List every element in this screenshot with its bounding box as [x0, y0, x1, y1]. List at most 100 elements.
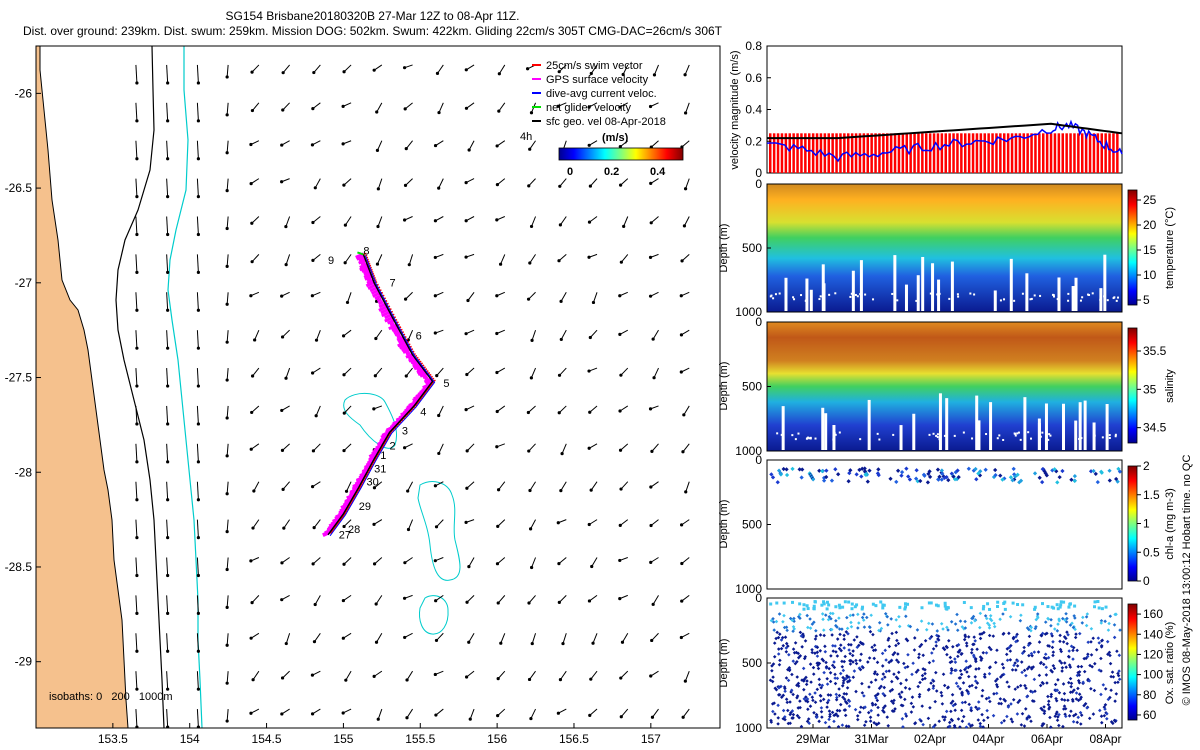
oxygen-point	[1067, 714, 1072, 718]
oxygen-point	[988, 613, 993, 618]
profile-speckle	[1106, 299, 1109, 302]
geostrophic-arrow	[377, 216, 383, 227]
gps-velocity-mark	[417, 369, 427, 377]
gps-velocity-mark	[363, 271, 371, 277]
oxygen-point	[833, 681, 838, 686]
geostrophic-arrow	[166, 140, 169, 159]
oxygen-point	[961, 681, 966, 685]
oxygen-point	[864, 720, 868, 724]
oxygen-point	[797, 715, 801, 720]
profile-speckle	[818, 298, 821, 301]
oxygen-point	[774, 636, 778, 641]
profile-gap	[832, 425, 836, 450]
velocity-ytick-label: 0	[755, 166, 762, 180]
oxygen-point	[835, 676, 840, 681]
oxygen-point	[1098, 708, 1102, 713]
oxygen-point	[986, 715, 990, 720]
oxygen-point	[832, 665, 837, 670]
oxygen-point	[869, 708, 873, 713]
swim-vector-bar	[987, 133, 990, 173]
chla-point	[1037, 475, 1042, 480]
geostrophic-arrow	[196, 368, 199, 387]
geostrophic-arrow-head	[250, 601, 254, 605]
oxygen-point	[973, 679, 978, 683]
oxygen-point	[915, 628, 920, 632]
oxygen-point	[1059, 661, 1064, 665]
oxygen-point	[893, 707, 897, 711]
oxygen-point	[824, 665, 829, 669]
geostrophic-arrow	[681, 254, 690, 262]
chla-point	[1011, 466, 1016, 471]
profile-speckle	[1052, 295, 1055, 298]
track-day-label: 9	[328, 255, 334, 267]
geostrophic-arrow	[436, 632, 444, 641]
oxygen-point	[1065, 616, 1069, 621]
oxygen-point	[909, 710, 914, 714]
oxygen-point	[910, 672, 914, 677]
oxygen-point	[831, 649, 836, 653]
oxygen-point	[808, 617, 812, 621]
oxygen-point	[859, 641, 864, 646]
oxygen-point	[774, 619, 779, 624]
swim-vector-bar	[1057, 133, 1061, 173]
oxygen-point	[1106, 628, 1111, 632]
profile-speckle	[962, 431, 965, 434]
oxygen-point	[790, 618, 795, 623]
oxygen-point	[1084, 615, 1089, 619]
geostrophic-arrow-head	[497, 109, 501, 113]
profile-speckle	[1017, 431, 1020, 434]
velocity-ytick-label: 0.8	[745, 39, 762, 53]
oxygen-point	[969, 651, 974, 655]
geostrophic-arrow-head	[557, 600, 561, 604]
oxygen-point	[1037, 640, 1042, 644]
colorbar-tick-label: 0.5	[1143, 545, 1160, 559]
oxygen-point	[1067, 655, 1071, 659]
oxygen-point	[839, 643, 843, 647]
chla-point	[966, 466, 971, 471]
oxygen-point	[967, 702, 971, 707]
chla-point	[1000, 477, 1005, 482]
swim-vector-bar	[1053, 133, 1057, 173]
oxygen-point	[956, 654, 960, 659]
gps-velocity-mark	[422, 374, 428, 379]
isobath-200	[115, 46, 165, 728]
oxygen-point	[927, 660, 932, 665]
gps-velocity-mark	[372, 291, 381, 298]
geostrophic-arrow-head	[196, 157, 200, 161]
depth-tick-label: 1000	[735, 444, 762, 458]
oxygen-point	[912, 648, 917, 652]
profile-speckle	[915, 299, 918, 302]
oxygen-point	[805, 719, 810, 724]
geostrophic-arrow	[344, 254, 352, 264]
oxygen-point	[853, 605, 857, 609]
time-tick-label: 04Apr	[972, 732, 1004, 746]
oxygen-point	[916, 684, 920, 689]
profile-speckle	[776, 432, 779, 435]
oxygen-point	[981, 725, 985, 729]
oxygen-point	[776, 703, 780, 708]
oxygen-point	[900, 717, 905, 721]
oxygen-point	[806, 607, 810, 611]
oxygen-point	[966, 635, 971, 639]
oxygen-point	[1051, 640, 1055, 644]
geostrophic-arrow	[285, 216, 291, 227]
chla-point	[790, 466, 795, 472]
oxygen-point	[1062, 698, 1067, 702]
geostrophic-arrow-head	[280, 408, 284, 413]
swim-vector-bar	[1073, 133, 1076, 173]
oxygen-point	[1100, 607, 1104, 611]
geostrophic-arrow-head	[467, 564, 471, 569]
oxygen-point	[844, 676, 848, 681]
oxygen-point	[870, 645, 874, 650]
geostrophic-arrow-head	[252, 489, 256, 493]
profile-speckle	[957, 295, 960, 298]
oxygen-point	[901, 725, 905, 729]
oxygen-point	[905, 665, 910, 669]
oxygen-point	[1011, 635, 1016, 640]
geostrophic-arrow	[196, 633, 199, 652]
oxygen-point	[827, 603, 831, 607]
oxygen-point	[973, 639, 977, 643]
swim-vector-bar	[925, 133, 928, 173]
oxygen-point	[894, 658, 899, 662]
legend-net-glider-velocity: net glider velocity	[546, 102, 631, 114]
